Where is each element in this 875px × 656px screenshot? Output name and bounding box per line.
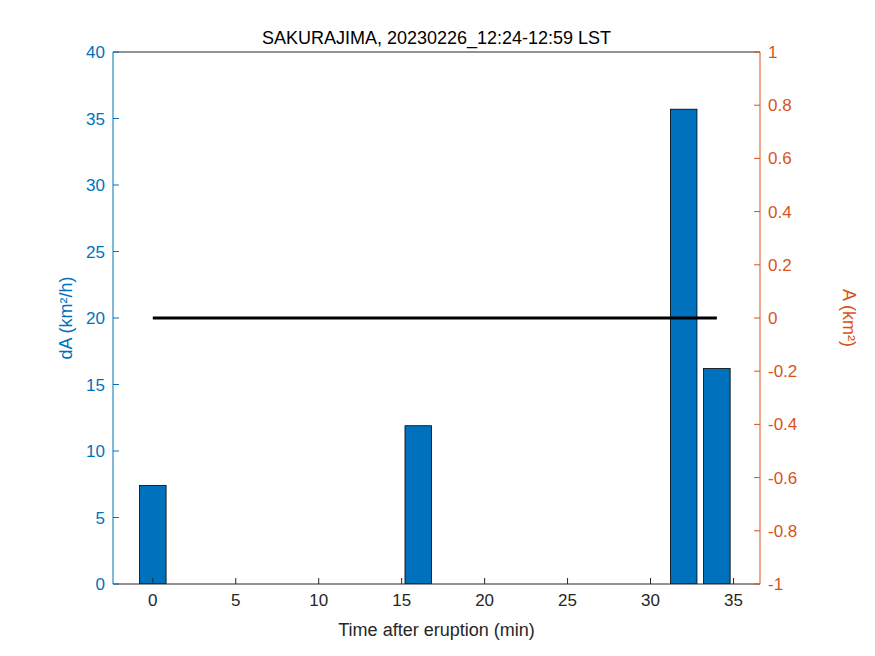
y2-tick-label: 0.6 [768,149,792,168]
y2-tick [754,371,760,372]
y2-tick-label: -0.6 [768,469,797,488]
x-tick-label: 10 [309,591,328,610]
y-tick-label: 5 [96,509,105,528]
top-frame [113,52,760,53]
background [0,0,875,656]
plot-area [113,52,760,584]
y2-tick [754,530,760,531]
marks [140,109,731,584]
x-tick [650,578,651,584]
x-tick [318,578,319,584]
y2-tick [754,318,760,319]
y-tick-label: 10 [86,442,105,461]
x-tick [235,578,236,584]
y-tick [113,451,119,452]
chart-container: 051015202530350510152025303540-1-0.8-0.6… [0,0,875,656]
y-tick [113,318,119,319]
x-tick [567,578,568,584]
x-tick [152,578,153,584]
x-axis-label: Time after eruption (min) [338,620,534,640]
x-tick-label: 15 [392,591,411,610]
chart-svg: 051015202530350510152025303540-1-0.8-0.6… [0,0,875,656]
y2-axis-label: A (km²) [839,289,859,347]
y2-tick [754,264,760,265]
y-tick-label: 25 [86,243,105,262]
x-tick [484,578,485,584]
y2-tick-label: -1 [768,575,783,594]
y-axis-label: dA (km²/h) [56,276,76,359]
y2-tick-label: 0.2 [768,256,792,275]
y2-tick-label: 0.8 [768,96,792,115]
x-tick-label: 0 [148,591,157,610]
y-tick-label: 20 [86,309,105,328]
line [153,317,717,320]
y-tick-label: 40 [86,43,105,62]
y-tick [113,251,119,252]
y-tick-label: 35 [86,110,105,129]
y-tick-label: 15 [86,376,105,395]
y2-tick-label: -0.4 [768,415,797,434]
y-tick-label: 0 [96,575,105,594]
y-tick-label: 30 [86,176,105,195]
y2-tick [754,105,760,106]
title: SAKURAJIMA, 20230226_12:24-12:59 LST [262,28,611,49]
bar [405,426,432,584]
y-tick [113,185,119,186]
x-tick [401,578,402,584]
y2-tick-label: 1 [768,43,777,62]
y-tick [113,52,119,53]
x-tick-label: 25 [558,591,577,610]
y-tick [113,384,119,385]
x-tick-label: 30 [641,591,660,610]
y2-tick-label: 0 [768,309,777,328]
bar [704,369,731,584]
x-axis-line [113,584,760,585]
y2-tick-label: -0.2 [768,362,797,381]
y-tick [113,517,119,518]
y2-tick-label: -0.8 [768,522,797,541]
bar [140,486,167,584]
y2-tick-label: 0.4 [768,203,792,222]
x-tick-label: 35 [724,591,743,610]
x-tick-label: 20 [475,591,494,610]
y2-tick [754,584,760,585]
y2-tick [754,52,760,53]
y2-tick [754,424,760,425]
bar [670,109,697,584]
y2-tick [754,477,760,478]
y-tick [113,584,119,585]
y-tick [113,118,119,119]
y2-tick [754,211,760,212]
x-tick-label: 5 [231,591,240,610]
x-tick [733,578,734,584]
y2-tick [754,158,760,159]
